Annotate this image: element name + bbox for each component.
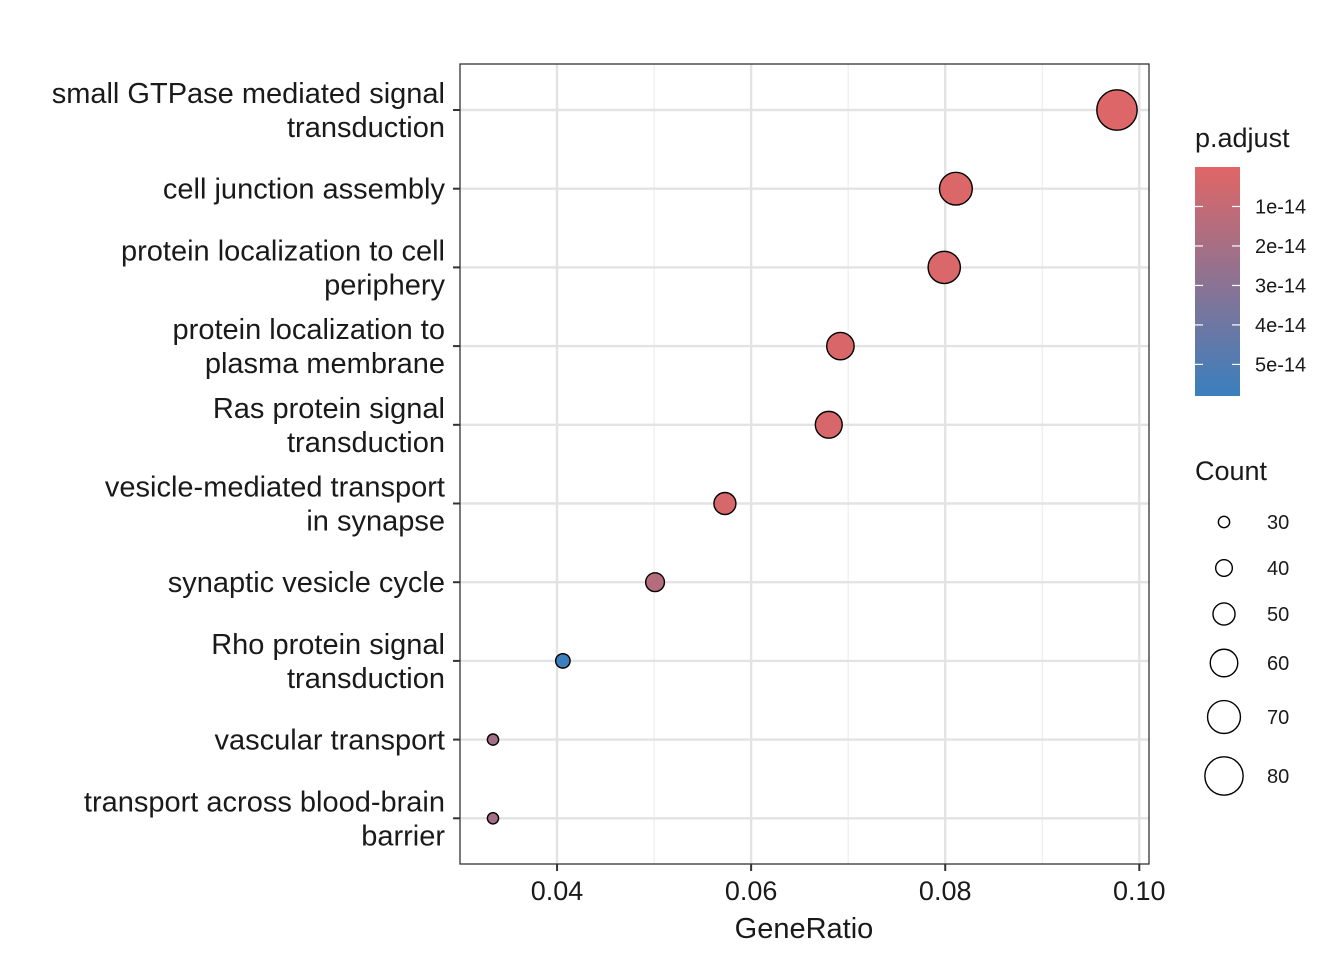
- color-legend-tick-label: 3e-14: [1255, 275, 1306, 297]
- color-legend-tick-label: 2e-14: [1255, 236, 1306, 258]
- size-legend-label: 60: [1267, 653, 1289, 675]
- color-legend: p.adjust 1e-14 2e-14 3e-14 4e-14 5e-14: [1195, 123, 1306, 396]
- size-legend-key: [1214, 558, 1234, 578]
- size-legend-key: [1206, 699, 1242, 735]
- size-legend-label: 70: [1267, 707, 1289, 729]
- y-tick-label: vascular transport: [215, 725, 446, 757]
- data-point: [1096, 89, 1138, 131]
- data-point: [938, 171, 973, 206]
- y-tick-label: Ras protein signal transduction: [213, 393, 445, 459]
- x-tick-label: 0.08: [919, 876, 972, 906]
- x-tick-label: 0.06: [725, 876, 778, 906]
- size-legend-label: 80: [1267, 766, 1289, 788]
- data-point: [486, 812, 500, 825]
- color-legend-title: p.adjust: [1195, 123, 1290, 153]
- color-legend-tick-label: 4e-14: [1255, 315, 1306, 337]
- data-point: [644, 572, 666, 593]
- y-tick-label: vesicle-mediated transport in synapse: [105, 472, 445, 538]
- y-tick-label: Rho protein signal transduction: [211, 629, 445, 695]
- y-tick-label: small GTPase mediated signal transduction: [52, 78, 445, 144]
- grid-layer: [459, 64, 1149, 864]
- size-legend-key: [1217, 515, 1231, 529]
- size-legend: Count 30 40 50 60 70 80: [1195, 456, 1289, 796]
- data-points: [486, 89, 1138, 825]
- size-legend-key: [1212, 602, 1236, 626]
- color-legend-bar: [1195, 167, 1240, 396]
- panel-border-rect: [459, 63, 1150, 865]
- data-point: [486, 733, 500, 746]
- data-point: [927, 250, 962, 285]
- color-legend-tick-label: 5e-14: [1255, 354, 1306, 376]
- size-legend-label: 50: [1267, 604, 1289, 626]
- size-legend-key: [1209, 648, 1239, 678]
- color-legend-tick-label: 1e-14: [1255, 196, 1306, 218]
- x-axis-title: GeneRatio: [735, 913, 874, 945]
- y-tick-label: synaptic vesicle cycle: [168, 567, 445, 599]
- size-legend-label: 30: [1267, 512, 1289, 534]
- panel-border: [459, 63, 1150, 865]
- x-axis: 0.04 0.06 0.08 0.10: [531, 864, 1166, 906]
- x-tick-label: 0.04: [531, 876, 584, 906]
- y-tick-label: protein localization to plasma membrane: [173, 314, 445, 380]
- data-point: [554, 652, 571, 669]
- y-axis: small GTPase mediated signal transduction…: [52, 78, 460, 852]
- y-tick-label: protein localization to cell periphery: [121, 235, 446, 301]
- size-legend-label: 40: [1267, 558, 1289, 580]
- data-point: [713, 491, 737, 516]
- size-legend-key: [1204, 756, 1244, 796]
- y-tick-label: cell junction assembly: [163, 174, 446, 206]
- x-tick-label: 0.10: [1113, 876, 1166, 906]
- data-point: [814, 410, 843, 439]
- y-tick-label: transport across blood-brain barrier: [84, 786, 445, 852]
- size-legend-title: Count: [1195, 456, 1268, 486]
- data-point: [826, 331, 855, 361]
